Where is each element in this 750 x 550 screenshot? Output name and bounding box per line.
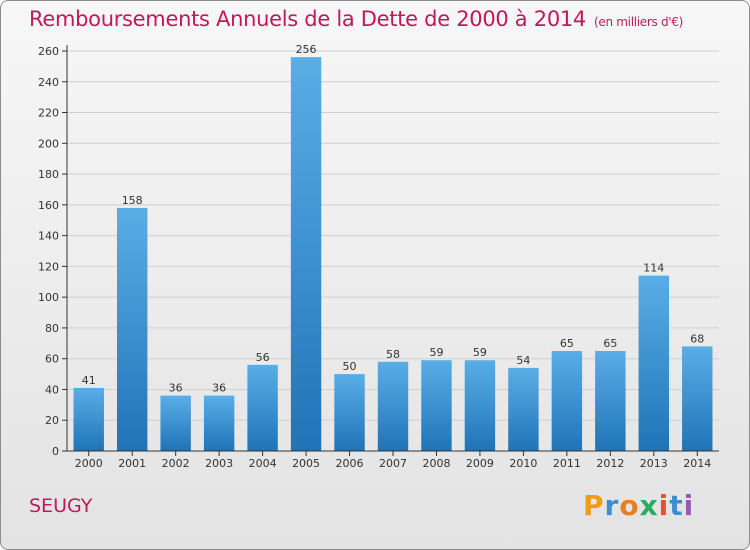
chart-subtitle: (en milliers d'€) <box>594 15 684 29</box>
x-tick-label: 2013 <box>640 457 668 470</box>
x-tick-label: 2008 <box>422 457 450 470</box>
bar-value-label: 41 <box>82 374 96 387</box>
bar-value-label: 256 <box>296 43 317 56</box>
x-tick-label: 2001 <box>118 457 146 470</box>
bar-value-label: 54 <box>516 354 530 367</box>
bar-value-label: 58 <box>386 348 400 361</box>
bar-value-label: 59 <box>473 346 487 359</box>
bar-2000 <box>73 387 104 451</box>
y-tick-label: 120 <box>38 260 59 273</box>
bar-2013 <box>638 275 670 451</box>
proxiti-logo[interactable]: Proxiti <box>583 489 694 522</box>
y-tick-label: 140 <box>38 230 59 243</box>
bar-2012 <box>595 351 626 451</box>
y-tick-label: 0 <box>52 445 59 458</box>
x-tick-label: 2010 <box>509 457 537 470</box>
bar-value-label: 56 <box>256 351 270 364</box>
y-tick-label: 40 <box>45 383 59 396</box>
x-tick-label: 2004 <box>249 457 277 470</box>
bar-2006 <box>334 374 365 451</box>
y-tick-label: 240 <box>38 76 59 89</box>
bar-value-label: 50 <box>343 360 357 373</box>
bar-value-label: 114 <box>643 262 664 275</box>
bar-2003 <box>203 395 235 451</box>
logo-letter: t <box>669 489 684 522</box>
bar-value-label: 36 <box>169 382 183 395</box>
y-tick-label: 20 <box>45 414 59 427</box>
logo-letter: o <box>619 489 640 522</box>
y-axis-ticks: 0 20 40 60 80 100 120 140 160 180 200 220 240 260 <box>38 45 67 458</box>
bar-2011 <box>551 351 583 451</box>
commune-name: SEUGY <box>29 495 93 517</box>
x-tick-label: 2002 <box>162 457 190 470</box>
y-tick-label: 100 <box>38 291 59 304</box>
bar-value-label: 65 <box>560 337 574 350</box>
bar-value-label: 68 <box>690 332 704 345</box>
y-tick-label: 200 <box>38 137 59 150</box>
y-tick-label: 60 <box>45 353 59 366</box>
bar-value-label: 36 <box>212 382 226 395</box>
bar-value-label: 158 <box>122 194 143 207</box>
y-tick-label: 260 <box>38 45 59 58</box>
x-tick-label: 2009 <box>466 457 494 470</box>
y-tick-label: 80 <box>45 322 59 335</box>
x-axis-ticks: 2000 2001 2002 2003 2004 2005 2006 2007 2008 2009… <box>75 451 711 470</box>
logo-letter: r <box>604 489 620 522</box>
bar-2004 <box>247 364 278 451</box>
chart-title-text: Remboursements Annuels de la Dette de 20… <box>29 7 586 31</box>
x-tick-label: 2012 <box>596 457 624 470</box>
bar-2014 <box>682 346 713 451</box>
bar-2002 <box>160 395 191 451</box>
bar-2010 <box>508 367 539 451</box>
bar-2009 <box>464 360 496 451</box>
y-tick-label: 220 <box>38 107 59 120</box>
logo-letter: i <box>658 489 670 522</box>
bar-2008 <box>421 360 452 451</box>
y-tick-label: 180 <box>38 168 59 181</box>
chart-title: Remboursements Annuels de la Dette de 20… <box>29 7 683 31</box>
axes <box>66 45 719 452</box>
x-tick-label: 2007 <box>379 457 407 470</box>
x-tick-label: 2011 <box>553 457 581 470</box>
bar-2005 <box>290 57 322 452</box>
x-tick-label: 2006 <box>336 457 364 470</box>
y-tick-label: 160 <box>38 199 59 212</box>
x-tick-label: 2014 <box>683 457 711 470</box>
logo-letter: P <box>583 489 605 522</box>
x-tick-label: 2005 <box>292 457 320 470</box>
x-tick-label: 2000 <box>75 457 103 470</box>
bar-2007 <box>377 361 409 451</box>
logo-letter: x <box>639 489 659 522</box>
bar-value-label: 59 <box>429 346 443 359</box>
logo-letter: i <box>683 489 695 522</box>
bars: 41 158 36 36 56 256 50 58 59 59 54 65 65 114 68 <box>73 43 713 452</box>
bar-value-label: 65 <box>603 337 617 350</box>
bar-2001 <box>116 207 148 451</box>
x-tick-label: 2003 <box>205 457 233 470</box>
